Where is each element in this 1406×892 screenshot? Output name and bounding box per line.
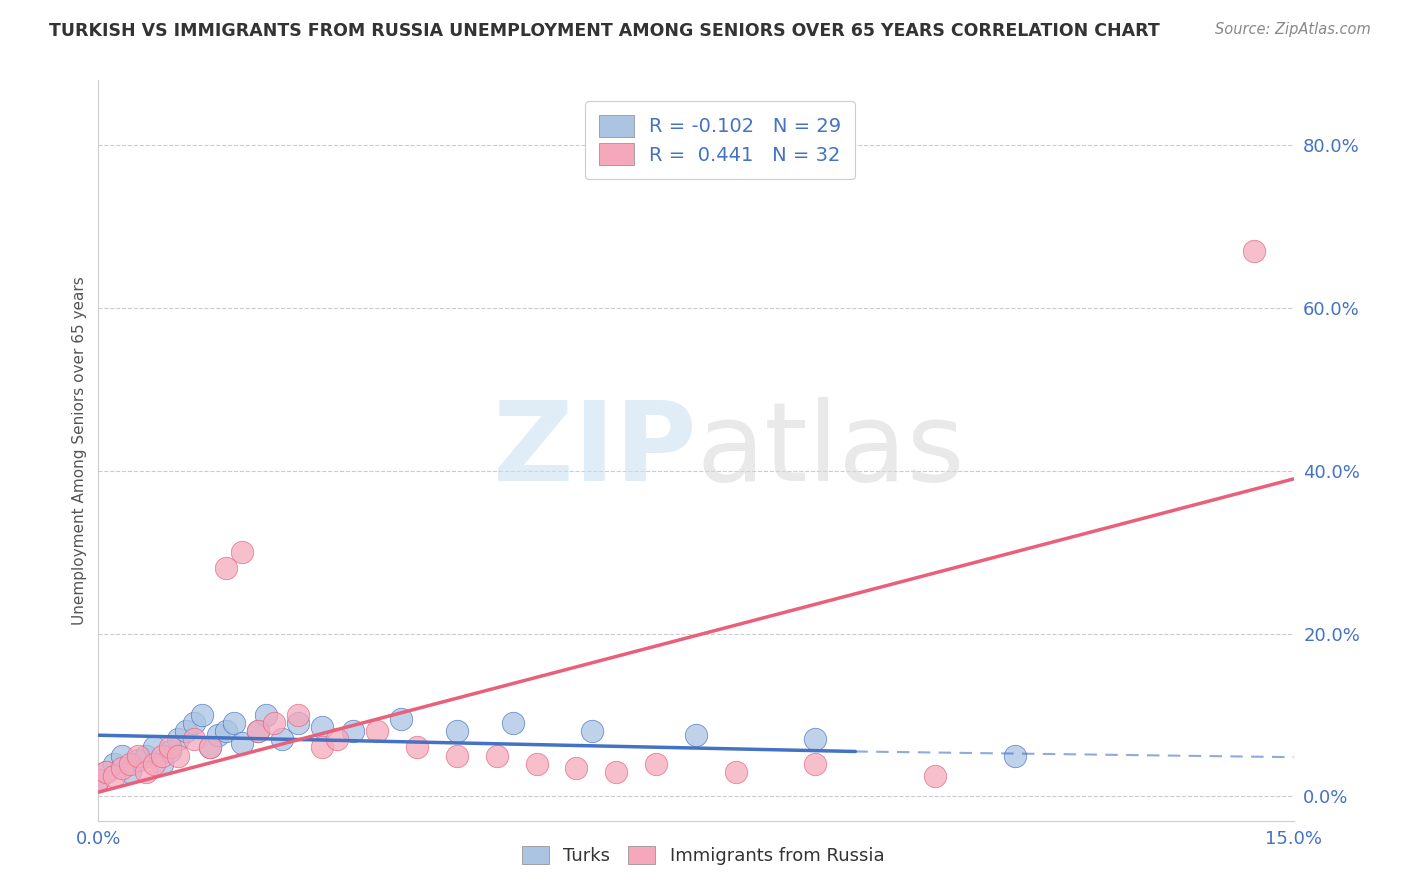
Point	[198, 740, 221, 755]
Point	[215, 561, 238, 575]
Point	[565, 761, 588, 775]
Point	[342, 724, 364, 739]
Point	[1243, 244, 1265, 259]
Point	[215, 724, 238, 739]
Point	[120, 764, 142, 779]
Point	[804, 732, 827, 747]
Point	[645, 756, 668, 771]
Point	[446, 748, 468, 763]
Point	[135, 764, 157, 779]
Point	[150, 756, 173, 771]
Point	[246, 724, 269, 739]
Point	[311, 720, 333, 734]
Point	[231, 545, 253, 559]
Point	[111, 748, 134, 763]
Text: TURKISH VS IMMIGRANTS FROM RUSSIA UNEMPLOYMENT AMONG SENIORS OVER 65 YEARS CORRE: TURKISH VS IMMIGRANTS FROM RUSSIA UNEMPL…	[49, 22, 1160, 40]
Point	[191, 707, 214, 722]
Text: ZIP: ZIP	[492, 397, 696, 504]
Point	[605, 764, 627, 779]
Point	[406, 740, 429, 755]
Point	[159, 744, 181, 758]
Point	[924, 769, 946, 783]
Point	[135, 748, 157, 763]
Point	[287, 716, 309, 731]
Point	[366, 724, 388, 739]
Point	[111, 761, 134, 775]
Point	[103, 756, 125, 771]
Point	[120, 756, 142, 771]
Point	[254, 707, 277, 722]
Point	[87, 772, 110, 787]
Point	[502, 716, 524, 731]
Point	[143, 756, 166, 771]
Point	[724, 764, 747, 779]
Point	[127, 753, 149, 767]
Point	[311, 740, 333, 755]
Point	[231, 736, 253, 750]
Point	[526, 756, 548, 771]
Point	[246, 724, 269, 739]
Point	[198, 740, 221, 755]
Point	[103, 769, 125, 783]
Point	[96, 764, 118, 779]
Point	[222, 716, 245, 731]
Point	[1004, 748, 1026, 763]
Point	[183, 716, 205, 731]
Point	[326, 732, 349, 747]
Point	[174, 724, 197, 739]
Point	[167, 732, 190, 747]
Point	[150, 748, 173, 763]
Point	[143, 740, 166, 755]
Point	[389, 712, 412, 726]
Point	[263, 716, 285, 731]
Y-axis label: Unemployment Among Seniors over 65 years: Unemployment Among Seniors over 65 years	[72, 277, 87, 624]
Text: Source: ZipAtlas.com: Source: ZipAtlas.com	[1215, 22, 1371, 37]
Point	[87, 772, 110, 787]
Point	[685, 728, 707, 742]
Point	[581, 724, 603, 739]
Point	[207, 728, 229, 742]
Point	[485, 748, 508, 763]
Point	[159, 740, 181, 755]
Point	[287, 707, 309, 722]
Point	[96, 764, 118, 779]
Point	[127, 748, 149, 763]
Legend: Turks, Immigrants from Russia: Turks, Immigrants from Russia	[515, 838, 891, 872]
Point	[446, 724, 468, 739]
Point	[804, 756, 827, 771]
Legend: R = -0.102   N = 29, R =  0.441   N = 32: R = -0.102 N = 29, R = 0.441 N = 32	[585, 101, 855, 179]
Point	[183, 732, 205, 747]
Point	[167, 748, 190, 763]
Text: atlas: atlas	[696, 397, 965, 504]
Point	[270, 732, 292, 747]
